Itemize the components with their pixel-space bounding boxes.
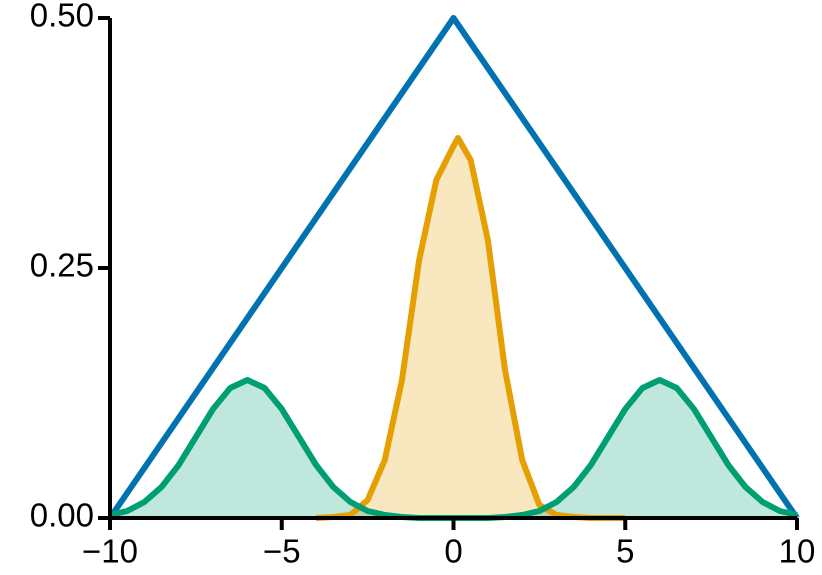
line <box>107 15 800 520</box>
y-tick-label: 0.25 <box>30 247 94 284</box>
y-tick-label: 0.50 <box>30 0 94 34</box>
area-fill <box>316 138 626 518</box>
x-tick-label: −10 <box>82 533 138 570</box>
y-tick-label: 0.00 <box>30 497 94 534</box>
x-tick-label: 10 <box>779 533 816 570</box>
x-tick-label: 5 <box>616 533 634 570</box>
x-tick-label: 0 <box>444 533 462 570</box>
x-tick-label: −5 <box>263 533 301 570</box>
